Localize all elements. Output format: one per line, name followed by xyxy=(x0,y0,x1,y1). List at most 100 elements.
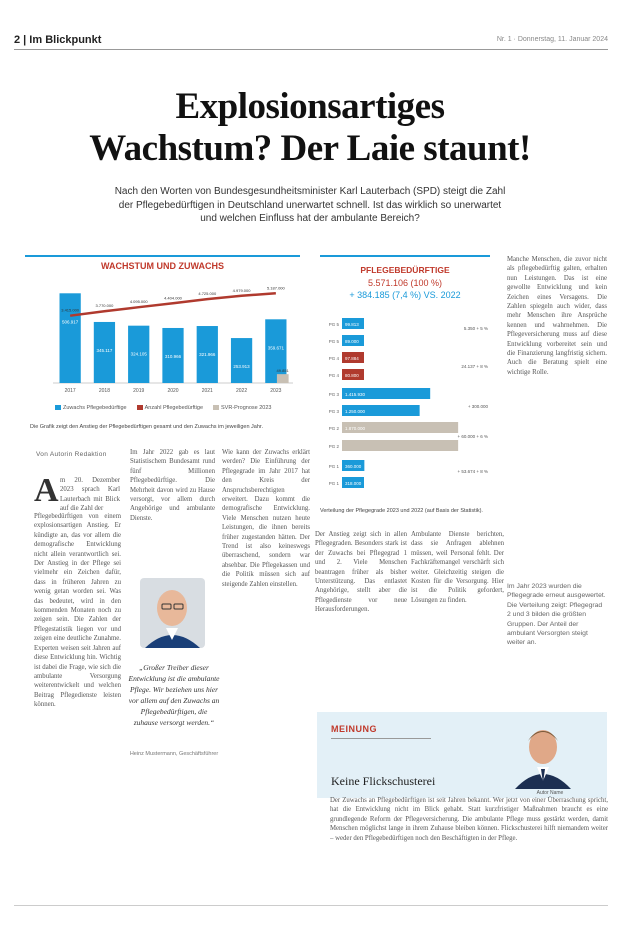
legend-item: Zuwachs Pflegebedürftige xyxy=(55,405,127,411)
bar-label: 324.105 xyxy=(131,352,148,357)
x-tick-label: 2018 xyxy=(99,388,110,394)
bar-label: 506.917 xyxy=(62,319,79,324)
x-tick-label: 2023 xyxy=(270,388,281,394)
portrait-photo-2 xyxy=(507,717,577,789)
growth-chart-caption: Die Grafik zeigt den Anstieg der Pflegeb… xyxy=(30,424,263,430)
issue-info: Nr. 1 · Donnerstag, 11. Januar 2024 xyxy=(496,36,608,43)
article-col-2: Im Jahr 2022 gab es laut Statistischem B… xyxy=(130,449,215,522)
side-label: + 60.000 + 6 % xyxy=(457,434,488,439)
article-col-5: Ambulante Dienste berichten, dass sie An… xyxy=(411,531,504,604)
y-tick-label: PG 5 xyxy=(329,339,340,344)
bar-pflegegrad xyxy=(342,440,459,451)
article-col-4: Der Anstieg zeigt sich in allen Pflegegr… xyxy=(315,531,407,614)
opinion-photo-caption: Autor Name xyxy=(536,790,564,796)
legend-swatch xyxy=(55,405,61,411)
bar-label: 89.000 xyxy=(345,339,359,344)
article-col-1: Pflegebedürftigen von einem explosionsar… xyxy=(34,513,121,709)
bar-zuwachs xyxy=(265,319,287,383)
bar-zuwachs xyxy=(128,325,150,383)
y-tick-label: PG 5 xyxy=(329,322,340,327)
bar-pflegegrad xyxy=(342,422,459,433)
legend-item: SVR-Prognose 2023 xyxy=(213,405,271,411)
care-grade-chart-title: PFLEGEBEDÜRFTIGE xyxy=(360,265,450,275)
legend-label-prognose: SVR-Prognose 2023 xyxy=(221,405,272,411)
article-col-6-info: Im Jahr 2023 wurden die Pflegegrade erne… xyxy=(507,583,606,647)
line-label: 4.404.000 xyxy=(164,295,183,300)
x-tick-label: 2021 xyxy=(202,388,213,394)
pull-quote: „Großer Treiber dieser Entwicklung ist d… xyxy=(128,663,220,727)
pull-quote-source: Heinz Mustermann, Geschäftsführer xyxy=(129,751,219,757)
line-label: 3.415.000 xyxy=(61,308,80,313)
legend-swatch xyxy=(136,405,143,411)
bar-zuwachs xyxy=(162,327,184,383)
y-tick-label: PG 4 xyxy=(329,356,340,361)
care-grade-caption: Verteilung der Pflegegrade 2023 und 2022… xyxy=(320,508,483,514)
article-col-1-start: m 20. Dezember 2023 sprach Karl Lauterba… xyxy=(60,477,120,513)
growth-chart-legend: Zuwachs Pflegebedürftige Anzahl Pflegebe… xyxy=(55,405,271,411)
x-tick-label: 2017 xyxy=(65,388,76,394)
legend-swatch xyxy=(213,405,219,411)
bar-pflegegrad xyxy=(342,388,431,399)
y-tick-label: PG 4 xyxy=(329,373,340,378)
opinion-rule xyxy=(331,738,431,739)
growth-chart-title: WACHSTUM UND ZUWACHS xyxy=(101,261,224,271)
section-label: 2 | Im Blickpunkt xyxy=(14,34,102,46)
bar-pflegegrad xyxy=(342,352,364,363)
portrait-image-2 xyxy=(507,717,577,789)
y-tick-label: PG 1 xyxy=(329,481,340,486)
bar-label: 253.913 xyxy=(233,364,250,369)
page-bottom-rule xyxy=(14,905,608,906)
bar-pflegegrad xyxy=(342,405,420,416)
bar-label: 97.884 xyxy=(345,356,359,361)
bar-label: 99.813 xyxy=(345,322,359,327)
bar-label: 80.800 xyxy=(345,373,359,378)
bar-pflegegrad xyxy=(342,460,365,471)
legend-item: Anzahl Pflegebedürftige xyxy=(136,405,203,411)
bar-zuwachs xyxy=(230,338,253,383)
lead-paragraph: Nach den Worten von Bundesgesundheitsmin… xyxy=(114,186,506,224)
line-label: 4.979.000 xyxy=(233,288,252,293)
side-label: + 300.000 xyxy=(468,404,489,409)
x-tick-label: 2022 xyxy=(236,388,247,394)
growth-chart: WACHSTUM UND ZUWACHS 506.917 2017 345.117 2… xyxy=(25,255,300,420)
bar-label: 360.000 xyxy=(345,464,362,469)
care-grade-chart: PFLEGEBEDÜRFTIGE 5.571.106 (100 %) + 384… xyxy=(320,255,490,515)
care-grade-change: + 384.185 (7,4 %) VS. 2022 xyxy=(349,290,461,300)
bar-label: 310.966 xyxy=(165,354,182,359)
drop-cap: A xyxy=(34,472,59,509)
y-tick-label: PG 3 xyxy=(329,392,340,397)
bar-label: 318.000 xyxy=(345,481,362,486)
byline: Von Autorin Redaktion xyxy=(36,451,107,458)
chart-top-rule xyxy=(25,255,300,257)
bar-label: 345.117 xyxy=(96,348,112,353)
article-col-6: Manche Menschen, die zuvor nicht als pfl… xyxy=(507,256,607,376)
line-anzahl xyxy=(69,292,276,317)
y-tick-label: PG 2 xyxy=(329,444,340,449)
y-tick-label: PG 3 xyxy=(329,409,340,414)
headline-line-1: Explosionsartiges xyxy=(175,86,445,127)
legend-label-anzahl: Anzahl Pflegebedürftige xyxy=(144,405,203,411)
line-label: 5.187.000 xyxy=(267,285,286,290)
bar-label: 321.966 xyxy=(199,352,216,357)
bar-pflegegrad xyxy=(342,369,364,380)
side-label: + 53.674 + 8 % xyxy=(457,469,488,474)
portrait-photo-1 xyxy=(140,578,205,648)
legend-label-zuwachs: Zuwachs Pflegebedürftige xyxy=(63,405,127,411)
y-tick-label: PG 2 xyxy=(329,426,340,431)
opinion-label: MEINUNG xyxy=(331,724,377,734)
bar-prognose xyxy=(276,374,289,383)
article-col-3: Wie kann der Zuwachs erklärt werden? Die… xyxy=(222,449,310,588)
chart-top-rule xyxy=(320,255,490,257)
bar-zuwachs xyxy=(196,326,218,383)
side-label: 5.350 + 5 % xyxy=(464,326,488,331)
opinion-text: Der Zuwachs an Pflegebedürftigen ist sei… xyxy=(330,797,608,842)
line-label: 3.770.000 xyxy=(96,303,115,308)
side-label: 24.137 + 8 % xyxy=(461,364,488,369)
bar-label: 359.671 xyxy=(268,345,285,350)
line-label: 4.725.000 xyxy=(198,291,217,296)
headline: Explosionsartiges Wachstum? Der Laie sta… xyxy=(0,86,620,170)
opinion-title: Keine Flickschusterei xyxy=(331,774,436,788)
bar-pflegegrad xyxy=(342,318,364,329)
line-label: 4.095.000 xyxy=(130,299,149,304)
page-header: 2 | Im Blickpunkt Nr. 1 · Donnerstag, 11… xyxy=(14,34,608,50)
